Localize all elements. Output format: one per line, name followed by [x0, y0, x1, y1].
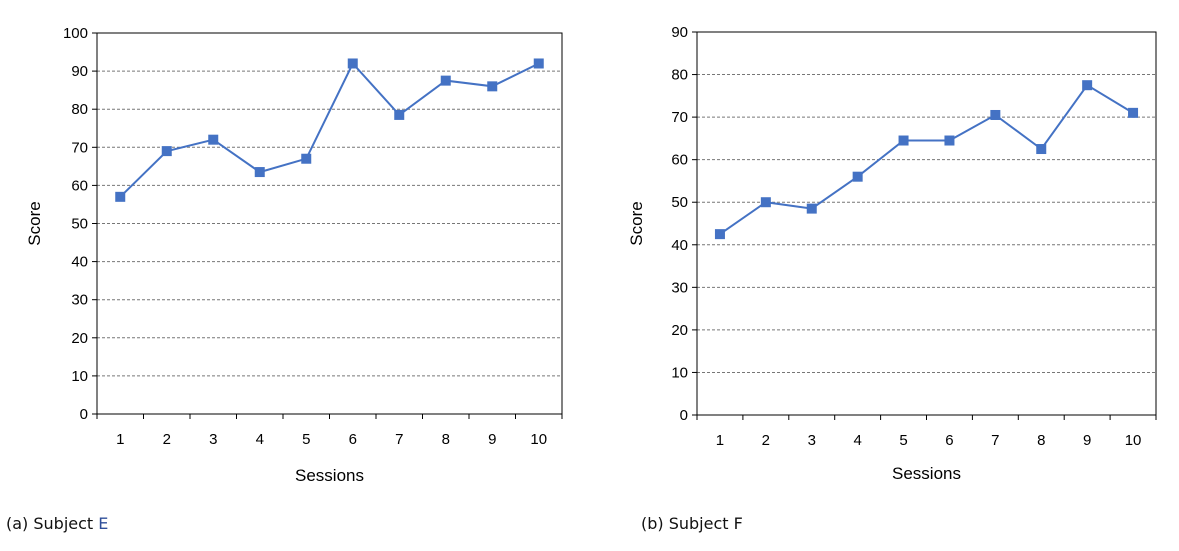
- y-tick-label: 40: [71, 254, 88, 271]
- x-tick-label: 6: [945, 432, 953, 449]
- y-axis-title: Score: [25, 201, 44, 245]
- y-tick-label: 70: [671, 109, 688, 126]
- data-point: [161, 146, 172, 157]
- x-tick-label: 10: [530, 431, 547, 448]
- y-tick-label: 0: [680, 407, 688, 424]
- data-point: [301, 153, 312, 164]
- data-point: [208, 134, 219, 145]
- y-tick-label: 90: [71, 63, 88, 80]
- x-tick-label: 5: [899, 432, 907, 449]
- x-tick-label: 6: [349, 431, 357, 448]
- x-tick-label: 1: [716, 432, 724, 449]
- data-point: [440, 75, 451, 86]
- y-tick-label: 60: [71, 177, 88, 194]
- x-tick-label: 7: [395, 431, 403, 448]
- x-tick-label: 4: [256, 431, 264, 448]
- y-tick-label: 20: [671, 322, 688, 339]
- y-tick-label: 90: [671, 24, 688, 41]
- x-tick-label: 5: [302, 431, 310, 448]
- y-tick-label: 60: [671, 152, 688, 169]
- x-tick-label: 1: [116, 431, 124, 448]
- x-tick-label: 3: [209, 431, 217, 448]
- x-axis-title: Sessions: [295, 466, 364, 485]
- data-point: [806, 203, 817, 214]
- chart-subject-e: 0 10 20 30 40 50 60 70 80 90 100 1 2 3 4 5 6 7 8 9 10 Session…: [25, 25, 563, 485]
- caption-subject-e-prefix: (a) Subject: [6, 514, 99, 533]
- x-tick-label: 9: [1083, 432, 1091, 449]
- y-tick-label: 50: [71, 216, 88, 233]
- y-tick-label: 10: [671, 364, 688, 381]
- x-tick-label: 2: [762, 432, 770, 449]
- data-point: [852, 171, 863, 182]
- data-point: [254, 167, 265, 178]
- data-point: [533, 58, 544, 69]
- y-tick-label: 100: [63, 25, 88, 42]
- data-point: [990, 109, 1001, 120]
- caption-subject-e-letter: E: [98, 514, 109, 533]
- caption-subject-f-letter: F: [733, 514, 743, 533]
- x-axis-title: Sessions: [892, 464, 961, 483]
- data-point: [487, 81, 498, 92]
- caption-subject-f-prefix: (b) Subject: [641, 514, 734, 533]
- data-point: [1036, 144, 1047, 155]
- x-tick-label: 10: [1125, 432, 1142, 449]
- x-tick-label: 7: [991, 432, 999, 449]
- data-point: [347, 58, 358, 69]
- data-point: [115, 191, 126, 202]
- data-point: [944, 135, 955, 146]
- data-point: [1128, 107, 1139, 118]
- y-tick-label: 80: [71, 101, 88, 118]
- data-point: [898, 135, 909, 146]
- series-line: [719, 83, 1134, 235]
- chart-subject-f: 0 10 20 30 40 50 60 70 80 90 1 2 3 4 5 6 7 8 9 10 Sessions Sc…: [627, 24, 1157, 483]
- x-tick-label: 4: [853, 432, 861, 449]
- y-tick-label: 70: [71, 139, 88, 156]
- y-tick-label: 80: [671, 67, 688, 84]
- x-tick-label: 9: [488, 431, 496, 448]
- x-tick-label: 8: [1037, 432, 1045, 449]
- caption-subject-f: (b) Subject F: [641, 514, 743, 533]
- data-point: [760, 197, 771, 208]
- data-point: [1082, 80, 1093, 91]
- x-tick-label: 8: [442, 431, 450, 448]
- caption-subject-e: (a) Subject E: [6, 514, 108, 533]
- y-tick-label: 40: [671, 237, 688, 254]
- y-tick-label: 0: [80, 406, 88, 423]
- x-tick-label: 3: [808, 432, 816, 449]
- y-tick-label: 20: [71, 330, 88, 347]
- data-point: [394, 109, 405, 120]
- y-tick-label: 10: [71, 368, 88, 385]
- y-tick-label: 50: [671, 194, 688, 211]
- y-axis-title: Score: [627, 201, 646, 245]
- data-point: [714, 229, 725, 240]
- series-line: [119, 61, 540, 198]
- x-tick-label: 2: [163, 431, 171, 448]
- y-tick-label: 30: [71, 292, 88, 309]
- y-tick-label: 30: [671, 279, 688, 296]
